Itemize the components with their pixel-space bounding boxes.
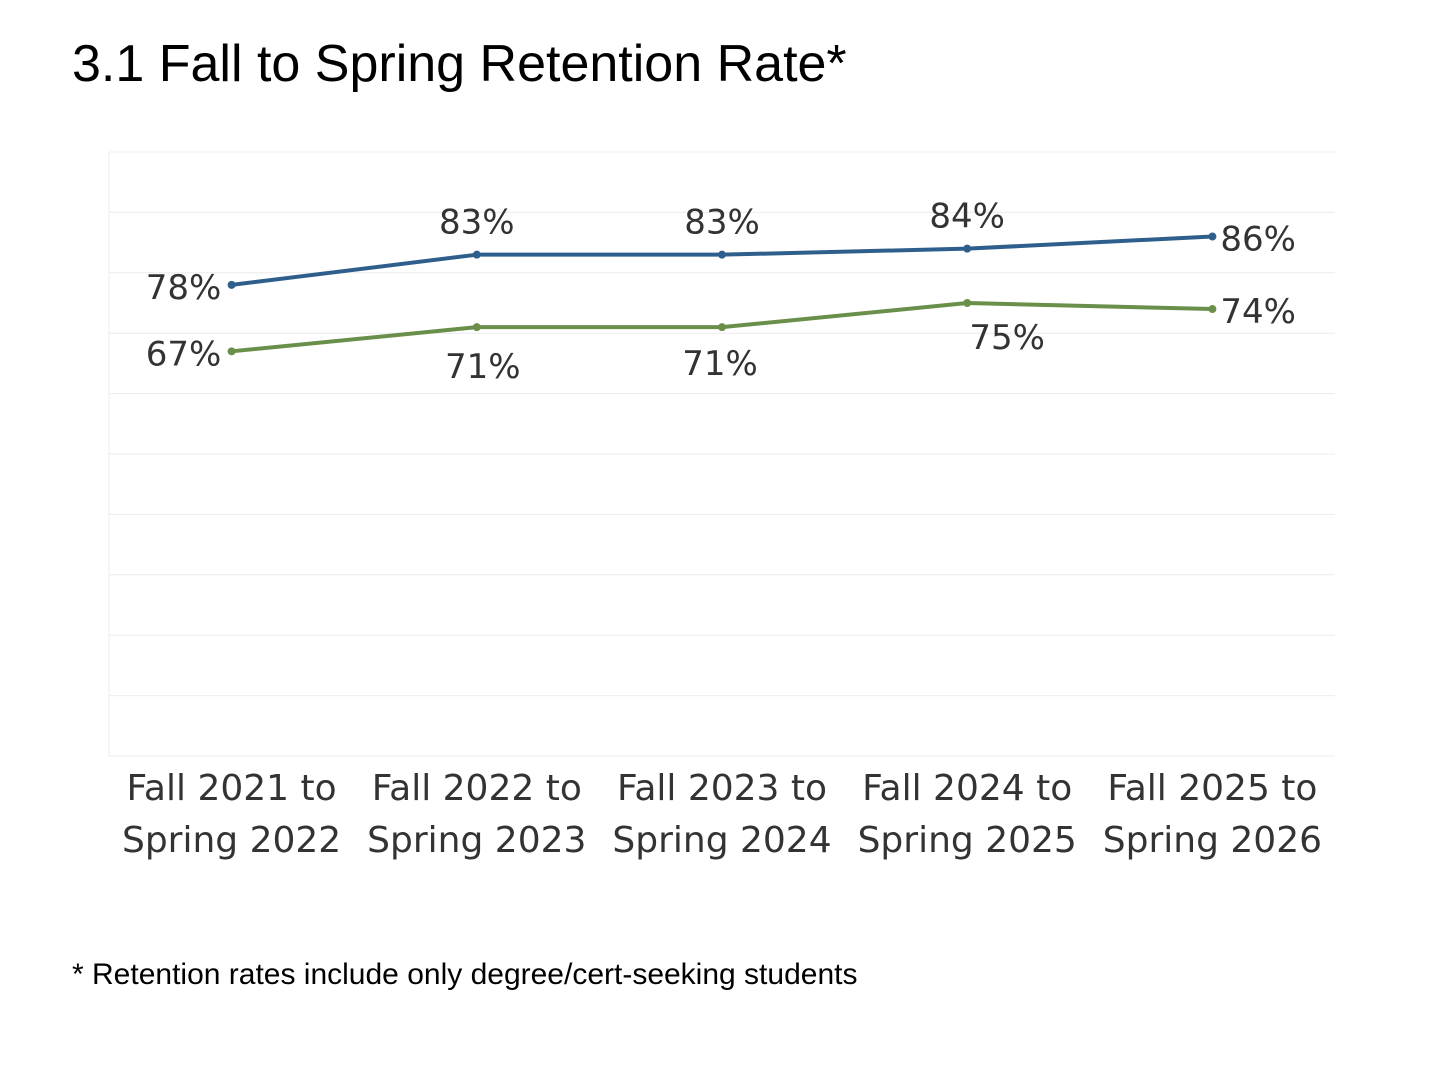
x-tick-label: Spring 2023 bbox=[367, 820, 586, 861]
x-tick-label: Spring 2024 bbox=[612, 820, 831, 861]
data-label: 71% bbox=[445, 347, 521, 387]
data-point-1-3 bbox=[718, 250, 726, 259]
series-line-1 bbox=[231, 234, 1213, 287]
data-label: 67% bbox=[146, 334, 222, 374]
data-point-2-3 bbox=[718, 323, 726, 332]
x-axis-tick-labels: Fall 2021 to Spring 2022 Fall 2022 to Sprin… bbox=[122, 768, 1322, 861]
data-point-1-2 bbox=[472, 250, 481, 259]
series-points bbox=[227, 232, 1217, 356]
data-label: 83% bbox=[439, 203, 515, 243]
x-tick-label: Fall 2024 to bbox=[862, 768, 1072, 809]
data-label: 75% bbox=[969, 318, 1045, 358]
data-point-1-4 bbox=[963, 244, 972, 253]
x-tick-label: Spring 2025 bbox=[858, 820, 1077, 861]
data-point-2-4 bbox=[963, 299, 972, 307]
data-label: 78% bbox=[146, 268, 222, 308]
x-tick-label: Fall 2023 to bbox=[617, 768, 827, 809]
x-tick-label: Fall 2025 to bbox=[1107, 768, 1317, 809]
x-tick-label: Fall 2021 to bbox=[127, 768, 337, 809]
data-label: 71% bbox=[682, 344, 758, 384]
data-point-1-1 bbox=[227, 280, 236, 289]
data-label: 83% bbox=[684, 203, 760, 243]
data-point-2-2 bbox=[472, 323, 481, 332]
data-labels: 78% 83% 83% 84% 86% 67% 71% 71% 75% 74% bbox=[146, 197, 1296, 388]
chart-title: 3.1 Fall to Spring Retention Rate* bbox=[72, 35, 847, 93]
data-point-1-5 bbox=[1208, 232, 1217, 241]
x-tick-label: Spring 2022 bbox=[122, 820, 341, 861]
line-chart: 78% 83% 83% 84% 86% 67% 71% 71% 75% 74% Fall 2021… bbox=[108, 151, 1335, 861]
footnote: * Retention rates include only degree/ce… bbox=[72, 958, 858, 991]
x-tick-label: Fall 2022 to bbox=[372, 768, 582, 809]
data-label: 86% bbox=[1220, 220, 1296, 260]
x-tick-label: Spring 2026 bbox=[1103, 820, 1322, 861]
data-label: 74% bbox=[1220, 292, 1296, 332]
data-point-2-5 bbox=[1208, 305, 1217, 314]
data-label: 84% bbox=[929, 197, 1005, 237]
data-point-2-1 bbox=[227, 347, 236, 356]
